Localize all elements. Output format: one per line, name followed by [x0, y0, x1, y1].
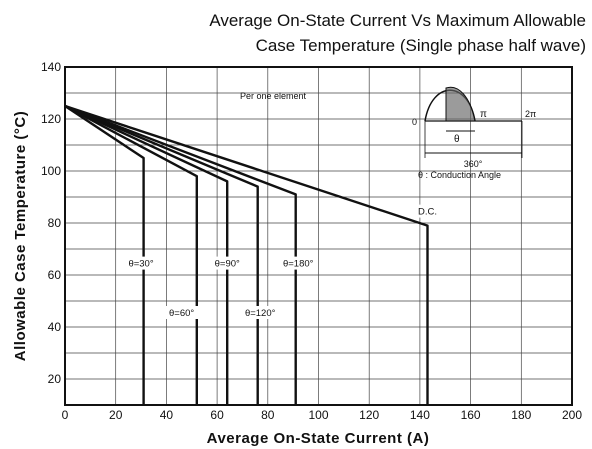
x-tick-label: 200	[562, 408, 582, 422]
inset-note: θ : Conduction Angle	[418, 170, 501, 180]
x-axis-label: Average On-State Current (A)	[207, 430, 430, 447]
y-tick-label: 80	[48, 216, 62, 230]
grid	[64, 66, 573, 406]
inset-pi-label: π	[480, 109, 487, 120]
y-axis-label: Allowable Case Temperature (°C)	[12, 111, 29, 361]
chart-title-line1: Average On-State Current Vs Maximum Allo…	[209, 11, 586, 30]
series-line	[64, 104, 429, 405]
series-label-bg	[165, 306, 199, 319]
x-tick-label: 40	[160, 408, 174, 422]
y-tick-label: 120	[41, 112, 61, 126]
y-tick-label: 100	[41, 164, 61, 178]
series-line	[64, 104, 259, 405]
inset-span-label: 360°	[464, 159, 483, 169]
x-tick-label: 0	[62, 408, 69, 422]
x-tick-label: 60	[210, 408, 224, 422]
inset-2pi-label: 2π	[525, 109, 536, 119]
series-label-bg	[278, 256, 318, 270]
y-tick-label: 60	[48, 268, 62, 282]
x-tick-label: 20	[109, 408, 123, 422]
plot-frame	[64, 66, 573, 406]
inset-zero-label: 0	[412, 117, 417, 127]
series-label: θ=120°	[245, 308, 276, 319]
series-line	[64, 104, 297, 405]
x-tick-label: 160	[461, 408, 481, 422]
series-label: θ=60°	[169, 308, 194, 319]
x-tick-label: 80	[261, 408, 275, 422]
series-line	[64, 104, 229, 405]
conduction-inset: 0 θ π 2π 360° θ : Conduction Angle	[412, 86, 536, 180]
x-tick-label: 180	[511, 408, 531, 422]
series-label: θ=180°	[283, 259, 314, 270]
y-tick-label: 40	[48, 320, 62, 334]
series-line	[64, 104, 145, 405]
series-label-bg	[124, 256, 158, 270]
x-axis: 0 20 40 60 80 100 120 140 160 180 200	[62, 408, 583, 422]
inset-shaded-area	[445, 86, 476, 122]
series-label: D.C.	[418, 207, 437, 218]
y-tick-label: 140	[41, 60, 61, 74]
x-tick-label: 140	[410, 408, 430, 422]
y-tick-label: 20	[48, 372, 62, 386]
series-label: θ=90°	[215, 259, 240, 270]
series-label: θ=30°	[128, 259, 153, 270]
inset-theta-label: θ	[454, 134, 460, 145]
chart-title-line2: Case Temperature (Single phase half wave…	[256, 36, 586, 55]
x-tick-label: 100	[308, 408, 328, 422]
y-axis: 20 40 60 80 100 120 140	[41, 60, 61, 386]
series-label-bg	[210, 256, 244, 270]
x-tick-label: 120	[359, 408, 379, 422]
series-label-bg	[240, 306, 280, 319]
series-group: θ=30° θ=60° θ=90° θ=120° θ=180° D.C.	[64, 104, 442, 405]
series-line	[64, 104, 199, 405]
per-element-note: Per one element	[240, 91, 307, 101]
series-label-bg	[413, 204, 442, 218]
